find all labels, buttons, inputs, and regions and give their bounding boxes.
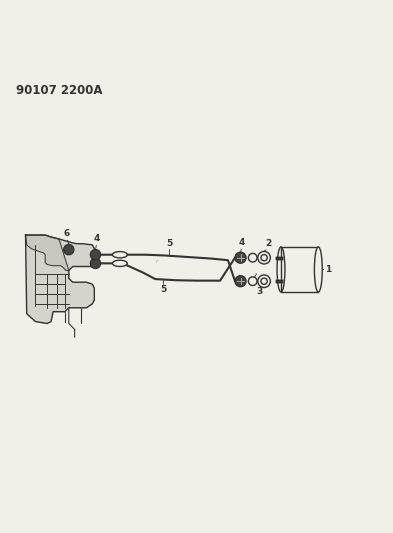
Text: 4: 4 [93, 234, 99, 243]
Polygon shape [26, 235, 69, 270]
Circle shape [90, 259, 101, 269]
Text: 4: 4 [239, 238, 245, 247]
Text: 5: 5 [160, 285, 166, 294]
Circle shape [235, 252, 246, 263]
Text: 2: 2 [265, 239, 272, 248]
Polygon shape [26, 235, 94, 324]
Text: 90107 2200A: 90107 2200A [16, 84, 102, 97]
Ellipse shape [314, 247, 322, 292]
Text: 3: 3 [257, 287, 263, 296]
Ellipse shape [112, 260, 127, 266]
Bar [281, 247, 318, 292]
Circle shape [235, 276, 246, 287]
Text: 1: 1 [325, 265, 331, 274]
Circle shape [90, 249, 101, 260]
Text: 6: 6 [64, 229, 70, 238]
Circle shape [64, 245, 74, 255]
Text: r: r [156, 259, 158, 264]
Text: 5: 5 [166, 239, 172, 248]
Ellipse shape [112, 252, 127, 258]
